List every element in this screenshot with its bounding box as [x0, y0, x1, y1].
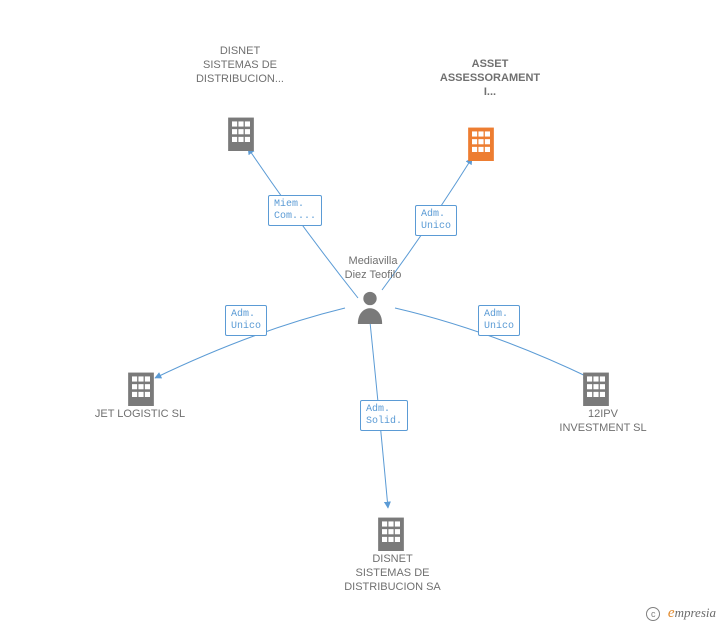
node-label-disnet2: DISNET SISTEMAS DE DISTRIBUCION SA	[335, 553, 450, 594]
copyright-icon: c	[646, 607, 660, 621]
edge-label: Adm. Solid.	[360, 400, 408, 431]
node-label-asset: ASSET ASSESSORAMENT I...	[430, 58, 550, 99]
building-icon	[225, 115, 257, 151]
center-node-label: Mediavilla Diez Teofilo	[333, 255, 413, 283]
building-icon	[375, 515, 407, 551]
edge-label: Adm. Unico	[225, 305, 267, 336]
edge-path	[395, 308, 590, 378]
edge-path	[155, 308, 345, 378]
building-icon	[125, 370, 157, 406]
relationship-edges	[0, 0, 728, 630]
node-label-ipv: 12IPV INVESTMENT SL	[548, 408, 658, 436]
edge-label: Adm. Unico	[415, 205, 457, 236]
person-icon	[355, 290, 385, 324]
brand-rest: mpresia	[675, 605, 716, 620]
edge-path	[382, 158, 472, 290]
node-label-disnet1: DISNET SISTEMAS DE DISTRIBUCION...	[190, 45, 290, 86]
building-icon	[580, 370, 612, 406]
edge-path	[248, 148, 358, 298]
edge-path	[370, 322, 388, 508]
node-label-jet: JET LOGISTIC SL	[85, 408, 195, 422]
brand-first-letter: e	[668, 605, 675, 621]
watermark: c empresia	[646, 605, 716, 622]
edge-label: Miem. Com....	[268, 195, 322, 226]
building-icon-highlight	[465, 125, 497, 161]
edge-label: Adm. Unico	[478, 305, 520, 336]
